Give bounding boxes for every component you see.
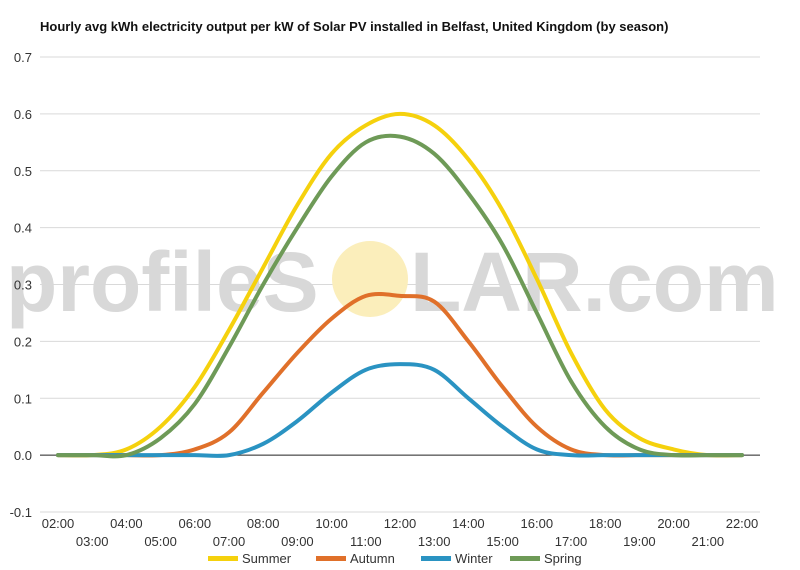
x-tick-label: 15:00 bbox=[486, 534, 519, 549]
x-tick-label: 19:00 bbox=[623, 534, 656, 549]
y-tick-label: 0.2 bbox=[14, 334, 32, 349]
y-tick-label: 0.7 bbox=[14, 50, 32, 65]
x-tick-label: 13:00 bbox=[418, 534, 451, 549]
x-tick-label: 16:00 bbox=[521, 516, 554, 531]
legend-swatch-summer bbox=[208, 556, 238, 561]
x-tick-label: 10:00 bbox=[315, 516, 348, 531]
x-tick-label: 17:00 bbox=[555, 534, 588, 549]
legend-swatch-spring bbox=[510, 556, 540, 561]
y-tick-label: 0.4 bbox=[14, 221, 32, 236]
y-tick-label: 0.6 bbox=[14, 107, 32, 122]
watermark-text-right: LAR.com bbox=[410, 235, 779, 329]
legend-label-winter: Winter bbox=[455, 551, 493, 566]
y-tick-label: 0.3 bbox=[14, 278, 32, 293]
series bbox=[56, 111, 744, 459]
watermark-sun-icon bbox=[332, 241, 408, 317]
y-tick-label: -0.1 bbox=[10, 505, 32, 520]
legend-swatch-autumn bbox=[316, 556, 346, 561]
watermark: profileS LAR.com bbox=[6, 235, 779, 329]
series-line-winter bbox=[56, 362, 744, 458]
x-tick-label: 02:00 bbox=[42, 516, 75, 531]
x-tick-label: 05:00 bbox=[144, 534, 177, 549]
x-tick-label: 03:00 bbox=[76, 534, 109, 549]
x-tick-label: 21:00 bbox=[692, 534, 725, 549]
x-tick-label: 07:00 bbox=[213, 534, 246, 549]
x-tick-label: 20:00 bbox=[657, 516, 690, 531]
x-tick-label: 04:00 bbox=[110, 516, 143, 531]
x-tick-label: 14:00 bbox=[452, 516, 485, 531]
legend-label-autumn: Autumn bbox=[350, 551, 395, 566]
chart-title: Hourly avg kWh electricity output per kW… bbox=[40, 19, 669, 34]
x-tick-label: 09:00 bbox=[281, 534, 314, 549]
x-tick-label: 11:00 bbox=[350, 534, 382, 549]
legend: Summer Autumn Winter Spring bbox=[208, 551, 582, 566]
legend-label-summer: Summer bbox=[242, 551, 292, 566]
series-line-summer bbox=[56, 111, 744, 458]
y-tick-label: 0.5 bbox=[14, 164, 32, 179]
y-tick-label: 0.1 bbox=[14, 391, 32, 406]
axes: -0.1 0.0 0.1 0.2 0.3 0.4 0.5 0.6 0.7 02:0003:0004… bbox=[10, 50, 759, 549]
x-tick-label: 12:00 bbox=[384, 516, 417, 531]
x-tick-label: 22:00 bbox=[726, 516, 759, 531]
legend-label-spring: Spring bbox=[544, 551, 582, 566]
series-line-spring bbox=[56, 133, 744, 459]
x-tick-label: 06:00 bbox=[179, 516, 212, 531]
legend-swatch-winter bbox=[421, 556, 451, 561]
x-tick-label: 08:00 bbox=[247, 516, 280, 531]
y-tick-label: 0.0 bbox=[14, 448, 32, 463]
x-tick-label: 18:00 bbox=[589, 516, 622, 531]
